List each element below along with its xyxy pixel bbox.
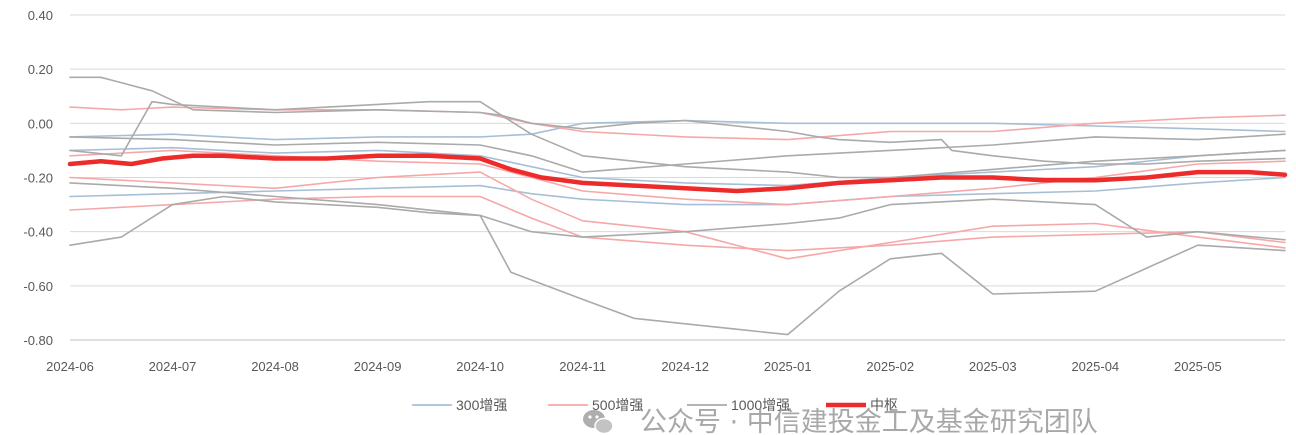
x-tick-label: 2024-08 [251,359,299,374]
x-tick-label: 2025-03 [969,359,1017,374]
y-tick-label: -0.60 [23,279,53,294]
y-axis-tick-labels: 0.40 0.20 0.00 -0.20 -0.40 -0.60 -0.80 [23,8,53,348]
y-tick-label: -0.20 [23,171,53,186]
series-line-10 [69,100,1286,179]
series-line-9 [69,195,1286,336]
x-tick-label: 2024-09 [354,359,402,374]
x-tick-label: 2025-05 [1174,359,1222,374]
watermark-text: 公众号 · 中信建投金工及基金研究团队 [640,407,1098,435]
legend: 300增强 500增强 1000增强 中枢 [412,397,898,413]
x-tick-label: 2025-01 [764,359,812,374]
x-tick-label: 2024-10 [456,359,504,374]
x-tick-label: 2025-04 [1071,359,1119,374]
series-lines [67,76,1288,336]
y-tick-label: 0.00 [28,116,53,131]
series-line-3 [69,176,1286,206]
series-line-7 [69,171,1286,260]
x-tick-label: 2024-11 [559,359,606,374]
legend-label: 500增强 [592,397,643,413]
x-tick-label: 2025-02 [866,359,914,374]
series-line-6 [69,195,1286,252]
series-line-11 [69,182,1286,241]
series-line-1 [69,119,1286,141]
series-line-0 [67,153,1288,194]
y-tick-label: 0.20 [28,62,53,77]
watermark: 公众号 · 中信建投金工及基金研究团队 [583,407,1098,435]
series-line-12 [69,133,1286,173]
series-line-8 [69,76,1286,165]
x-axis-tick-labels: 2024-06 2024-07 2024-08 2024-09 2024-10 2024-… [46,359,1222,374]
x-tick-label: 2024-07 [149,359,197,374]
wechat-icon [583,410,614,435]
x-tick-label: 2024-12 [661,359,709,374]
y-tick-label: -0.40 [23,225,53,240]
x-tick-label: 2024-06 [46,359,94,374]
legend-label: 1000增强 [731,397,790,413]
legend-label: 300增强 [456,397,507,413]
y-tick-label: 0.40 [28,8,53,23]
series-line-2 [69,146,1286,187]
y-tick-label: -0.80 [23,333,53,348]
legend-label: 中枢 [870,397,898,413]
series-line-4 [69,106,1286,141]
